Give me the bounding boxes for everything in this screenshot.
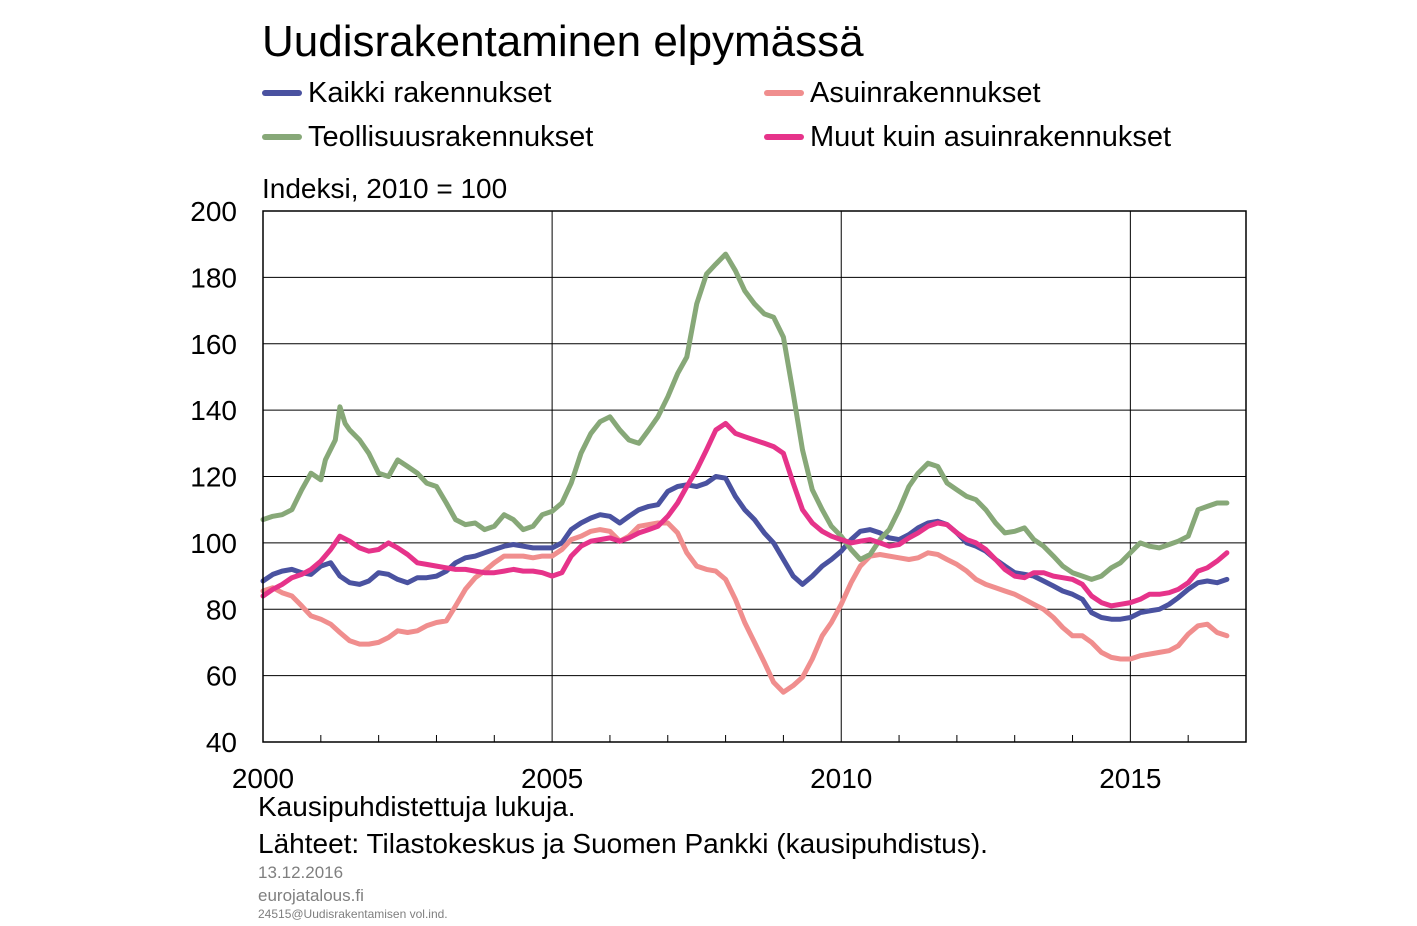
- legend-item-teollisuus: Teollisuusrakennukset: [262, 117, 593, 157]
- x-tick-label: 2005: [521, 763, 583, 794]
- legend-label-muut: Muut kuin asuinrakennukset: [810, 120, 1172, 153]
- legend-label-teollisuus: Teollisuusrakennukset: [308, 120, 594, 153]
- legend-item-muut: Muut kuin asuinrakennukset: [764, 117, 1171, 157]
- series-line-1: [260, 520, 1230, 695]
- legend-swatch-muut: [764, 134, 804, 140]
- legend-swatch-teollisuus: [262, 134, 302, 140]
- series-line-2: [260, 251, 1230, 582]
- chart-title: Uudisrakentaminen elpymässä: [262, 17, 864, 66]
- y-tick-label: 80: [206, 594, 237, 625]
- y-tick-label: 120: [190, 462, 237, 493]
- y-tick-label: 180: [190, 262, 237, 293]
- date-stamp: 13.12.2016: [258, 863, 344, 882]
- y-tick-label: 60: [206, 661, 237, 692]
- unit-label: Indeksi, 2010 = 100: [262, 173, 508, 204]
- y-tick-label: 40: [206, 727, 237, 758]
- legend-swatch-asuin: [764, 90, 804, 96]
- x-tick-label: 2000: [232, 763, 294, 794]
- x-tick-label: 2015: [1099, 763, 1161, 794]
- y-tick-label: 160: [190, 329, 237, 360]
- file-id: 24515@Uudisrakentamisen vol.ind.: [258, 907, 448, 921]
- legend-label-asuin: Asuinrakennukset: [810, 76, 1041, 109]
- y-tick-label: 200: [190, 196, 237, 227]
- sources-note: Lähteet: Tilastokeskus ja Suomen Pankki …: [258, 828, 988, 859]
- series-line-3: [260, 420, 1230, 609]
- legend-swatch-kaikki: [262, 90, 302, 96]
- y-tick-label: 100: [190, 528, 237, 559]
- y-tick-label: 140: [190, 395, 237, 426]
- series-line-0: [260, 474, 1230, 622]
- legend-item-asuin: Asuinrakennukset: [764, 73, 1041, 113]
- x-tick-label: 2010: [810, 763, 872, 794]
- legend-item-kaikki: Kaikki rakennukset: [262, 73, 551, 113]
- plot-frame: [262, 210, 1247, 743]
- legend-label-kaikki: Kaikki rakennukset: [308, 76, 552, 109]
- site-name: eurojatalous.fi: [258, 886, 364, 905]
- seasonal-note: Kausipuhdistettuja lukuja.: [258, 791, 576, 822]
